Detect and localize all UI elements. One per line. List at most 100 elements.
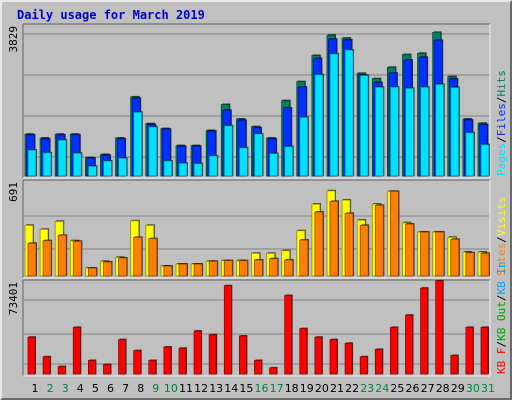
x-tick-label: 28 (436, 382, 450, 395)
chart-title: Daily usage for March 2019 (17, 8, 205, 22)
bar-pages (133, 111, 143, 177)
bar-kb-f (88, 360, 96, 375)
bar-sites (450, 238, 460, 277)
bar-kb-f (57, 366, 66, 375)
bar-kb-f (148, 360, 157, 375)
x-tick-label: 1 (32, 382, 39, 395)
bar-sites (314, 211, 324, 277)
bar-pages (238, 147, 248, 177)
legend-entry: / (495, 97, 508, 104)
bar-sites (269, 258, 279, 277)
bar-pages (480, 144, 490, 177)
bar-sites (178, 263, 188, 277)
bar-kb-f (465, 327, 474, 375)
bar-pages (420, 86, 430, 177)
bar-pages (254, 133, 263, 177)
x-tick-label: 11 (179, 382, 193, 395)
x-tick-label: 7 (122, 382, 129, 395)
bar-sites (405, 223, 414, 277)
legend-entry: Sites (495, 243, 508, 276)
bar-sites (57, 234, 67, 277)
bar-kb-f (238, 335, 247, 375)
bar-pages (314, 74, 324, 177)
bar-sites (284, 259, 294, 277)
bar-sites (374, 205, 384, 277)
bar-sites (223, 260, 233, 277)
legend-entry: / (495, 136, 508, 143)
x-tick-label: 19 (300, 382, 314, 395)
bar-kb-f (223, 285, 232, 375)
x-tick-label: 24 (375, 382, 389, 395)
x-tick-label: 16 (255, 382, 269, 395)
bar-sites (193, 263, 203, 277)
bar-sites (88, 267, 97, 277)
legend-middle: Sites/Visits (495, 197, 508, 277)
x-tick-label: 15 (239, 382, 253, 395)
bar-kb-f (42, 356, 51, 375)
bar-sites (480, 252, 490, 277)
x-tick-label: 6 (107, 382, 114, 395)
bar-kb-f (344, 342, 353, 375)
bar-kb-f (193, 330, 202, 375)
bar-sites (118, 257, 127, 277)
bar-sites (208, 260, 218, 277)
bar-kb-f (133, 350, 142, 375)
bar-pages (269, 153, 279, 177)
x-tick-label: 29 (451, 382, 465, 395)
bar-pages (284, 146, 294, 177)
legend-entry: Pages (495, 143, 508, 176)
bar-kb-f (480, 327, 489, 375)
legend-entry: / (495, 295, 508, 302)
bar-pages (465, 132, 475, 177)
bar-kb-f (163, 346, 172, 375)
bar-pages (389, 86, 399, 177)
bar-sites (254, 259, 263, 277)
bar-pages (435, 83, 445, 177)
bar-kb-f (435, 280, 444, 375)
bar-kb-f (178, 347, 187, 375)
bar-pages (163, 160, 173, 177)
bar-kb-f (103, 364, 111, 375)
max-value-label: 3829 (7, 26, 20, 53)
bar-sites (27, 242, 37, 277)
bar-sites (435, 231, 445, 277)
x-tick-label: 27 (421, 382, 435, 395)
bar-kb-f (389, 327, 398, 375)
bar-kb-f (420, 287, 429, 375)
bar-kb-f (208, 334, 217, 375)
x-tick-label: 25 (390, 382, 404, 395)
max-value-label: 691 (7, 182, 20, 202)
bar-sites (359, 225, 369, 277)
bar-kb-f (118, 339, 126, 375)
bar-sites (420, 231, 430, 277)
bar-sites (389, 191, 399, 277)
x-tick-label: 8 (137, 382, 144, 395)
bar-sites (329, 201, 339, 277)
x-tick-label: 3 (62, 382, 69, 395)
bar-pages (374, 86, 384, 177)
x-tick-label: 26 (406, 382, 420, 395)
legend-entry: KB Out (495, 301, 508, 341)
bar-sites (163, 265, 173, 277)
bar-sites (72, 240, 82, 277)
bar-kb-f (359, 356, 368, 375)
bar-pages (223, 125, 233, 177)
bar-pages (193, 163, 203, 177)
x-tick-label: 20 (315, 382, 329, 395)
legend-entry: Files (495, 103, 508, 136)
bar-kb-f (405, 314, 413, 375)
bar-pages (359, 75, 369, 177)
bar-pages (57, 139, 67, 177)
x-tick-label: 18 (285, 382, 299, 395)
bar-kb-f (374, 349, 383, 375)
max-value-label: 73401 (7, 282, 20, 315)
x-tick-label: 12 (194, 382, 208, 395)
bar-kb-f (27, 336, 36, 375)
bar-pages (344, 49, 354, 177)
bar-sites (42, 240, 52, 277)
bar-pages (148, 126, 158, 177)
bar-pages (103, 160, 112, 177)
x-tick-label: 9 (152, 382, 159, 395)
x-tick-label: 31 (481, 382, 495, 395)
